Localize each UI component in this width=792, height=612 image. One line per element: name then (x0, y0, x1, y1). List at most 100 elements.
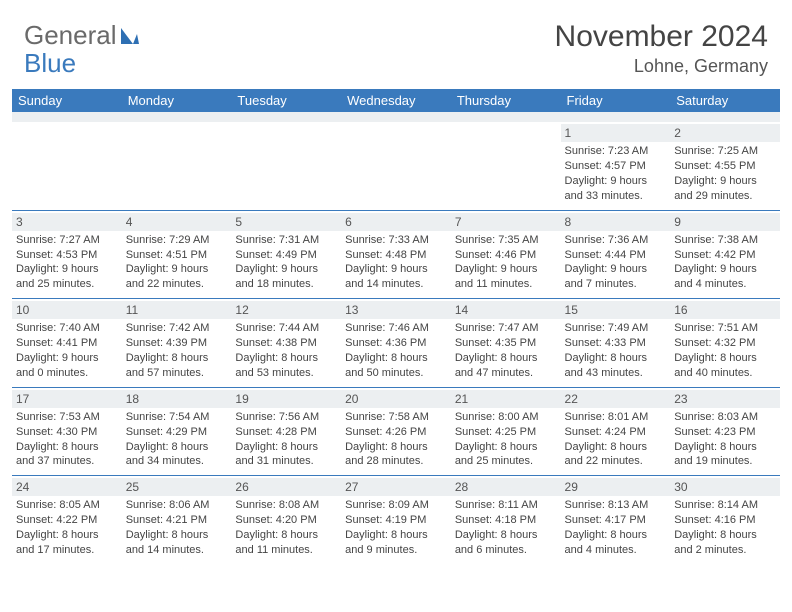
day-cell: 21Sunrise: 8:00 AMSunset: 4:25 PMDayligh… (451, 387, 561, 476)
day-number: 27 (341, 478, 451, 496)
daylight-text-2: and 34 minutes. (126, 454, 228, 469)
day-number: 25 (122, 478, 232, 496)
sunset-text: Sunset: 4:21 PM (126, 513, 228, 528)
daylight-text-1: Daylight: 8 hours (345, 351, 447, 366)
daylight-text-2: and 0 minutes. (16, 366, 118, 381)
daylight-text-2: and 7 minutes. (565, 277, 667, 292)
sunset-text: Sunset: 4:39 PM (126, 336, 228, 351)
day-cell: 27Sunrise: 8:09 AMSunset: 4:19 PMDayligh… (341, 476, 451, 564)
weekday-header: Friday (561, 89, 671, 112)
daylight-text-1: Daylight: 8 hours (455, 528, 557, 543)
daylight-text-1: Daylight: 8 hours (674, 440, 776, 455)
day-cell (231, 122, 341, 210)
daylight-text-1: Daylight: 9 hours (16, 262, 118, 277)
daylight-text-2: and 31 minutes. (235, 454, 337, 469)
sunset-text: Sunset: 4:16 PM (674, 513, 776, 528)
header: General November 2024 Lohne, Germany (0, 0, 792, 87)
sunset-text: Sunset: 4:24 PM (565, 425, 667, 440)
day-number: 10 (12, 301, 122, 319)
day-cell: 5Sunrise: 7:31 AMSunset: 4:49 PMDaylight… (231, 210, 341, 299)
day-cell: 6Sunrise: 7:33 AMSunset: 4:48 PMDaylight… (341, 210, 451, 299)
daylight-text-2: and 29 minutes. (674, 189, 776, 204)
sunrise-text: Sunrise: 7:54 AM (126, 410, 228, 425)
daylight-text-1: Daylight: 8 hours (126, 351, 228, 366)
week-row: 10Sunrise: 7:40 AMSunset: 4:41 PMDayligh… (12, 299, 780, 388)
weekday-header: Monday (122, 89, 232, 112)
day-cell: 8Sunrise: 7:36 AMSunset: 4:44 PMDaylight… (561, 210, 671, 299)
day-cell: 10Sunrise: 7:40 AMSunset: 4:41 PMDayligh… (12, 299, 122, 388)
day-number: 22 (561, 390, 671, 408)
title-block: November 2024 Lohne, Germany (555, 20, 768, 77)
day-number: 6 (341, 213, 451, 231)
day-number: 18 (122, 390, 232, 408)
day-cell: 13Sunrise: 7:46 AMSunset: 4:36 PMDayligh… (341, 299, 451, 388)
daylight-text-2: and 2 minutes. (674, 543, 776, 558)
daylight-text-2: and 11 minutes. (235, 543, 337, 558)
daylight-text-1: Daylight: 9 hours (16, 351, 118, 366)
day-number: 9 (670, 213, 780, 231)
sunrise-text: Sunrise: 7:44 AM (235, 321, 337, 336)
day-number: 7 (451, 213, 561, 231)
sunset-text: Sunset: 4:55 PM (674, 159, 776, 174)
sunset-text: Sunset: 4:32 PM (674, 336, 776, 351)
daylight-text-1: Daylight: 8 hours (16, 528, 118, 543)
sunrise-text: Sunrise: 7:56 AM (235, 410, 337, 425)
day-cell: 19Sunrise: 7:56 AMSunset: 4:28 PMDayligh… (231, 387, 341, 476)
sunset-text: Sunset: 4:48 PM (345, 248, 447, 263)
daylight-text-2: and 47 minutes. (455, 366, 557, 381)
sunset-text: Sunset: 4:25 PM (455, 425, 557, 440)
daylight-text-1: Daylight: 9 hours (345, 262, 447, 277)
daylight-text-1: Daylight: 8 hours (16, 440, 118, 455)
day-cell: 17Sunrise: 7:53 AMSunset: 4:30 PMDayligh… (12, 387, 122, 476)
daylight-text-2: and 37 minutes. (16, 454, 118, 469)
daylight-text-2: and 22 minutes. (126, 277, 228, 292)
daylight-text-2: and 11 minutes. (455, 277, 557, 292)
sunrise-text: Sunrise: 8:13 AM (565, 498, 667, 513)
day-number: 23 (670, 390, 780, 408)
sunrise-text: Sunrise: 7:49 AM (565, 321, 667, 336)
calendar-body: 1Sunrise: 7:23 AMSunset: 4:57 PMDaylight… (12, 112, 780, 564)
sunset-text: Sunset: 4:19 PM (345, 513, 447, 528)
logo-text-1: General (24, 20, 117, 51)
daylight-text-2: and 57 minutes. (126, 366, 228, 381)
daylight-text-2: and 22 minutes. (565, 454, 667, 469)
day-number: 26 (231, 478, 341, 496)
sunrise-text: Sunrise: 7:31 AM (235, 233, 337, 248)
logo: General (24, 20, 143, 51)
sunrise-text: Sunrise: 8:14 AM (674, 498, 776, 513)
day-number: 8 (561, 213, 671, 231)
week-row: 17Sunrise: 7:53 AMSunset: 4:30 PMDayligh… (12, 387, 780, 476)
daylight-text-2: and 17 minutes. (16, 543, 118, 558)
day-cell: 18Sunrise: 7:54 AMSunset: 4:29 PMDayligh… (122, 387, 232, 476)
sunset-text: Sunset: 4:23 PM (674, 425, 776, 440)
day-number: 20 (341, 390, 451, 408)
sunrise-text: Sunrise: 7:53 AM (16, 410, 118, 425)
daylight-text-1: Daylight: 9 hours (674, 262, 776, 277)
logo-sail-icon (119, 26, 141, 46)
weekday-header-row: Sunday Monday Tuesday Wednesday Thursday… (12, 89, 780, 112)
sunrise-text: Sunrise: 7:35 AM (455, 233, 557, 248)
day-cell: 4Sunrise: 7:29 AMSunset: 4:51 PMDaylight… (122, 210, 232, 299)
sunrise-text: Sunrise: 8:09 AM (345, 498, 447, 513)
sunset-text: Sunset: 4:28 PM (235, 425, 337, 440)
weekday-header: Saturday (670, 89, 780, 112)
day-number: 14 (451, 301, 561, 319)
day-cell (12, 122, 122, 210)
daylight-text-1: Daylight: 8 hours (674, 528, 776, 543)
day-cell: 20Sunrise: 7:58 AMSunset: 4:26 PMDayligh… (341, 387, 451, 476)
sunset-text: Sunset: 4:20 PM (235, 513, 337, 528)
day-number: 30 (670, 478, 780, 496)
calendar-table: Sunday Monday Tuesday Wednesday Thursday… (12, 89, 780, 564)
day-cell: 29Sunrise: 8:13 AMSunset: 4:17 PMDayligh… (561, 476, 671, 564)
sunset-text: Sunset: 4:35 PM (455, 336, 557, 351)
daylight-text-1: Daylight: 8 hours (565, 528, 667, 543)
day-cell: 26Sunrise: 8:08 AMSunset: 4:20 PMDayligh… (231, 476, 341, 564)
day-cell: 28Sunrise: 8:11 AMSunset: 4:18 PMDayligh… (451, 476, 561, 564)
daylight-text-1: Daylight: 8 hours (235, 351, 337, 366)
sunrise-text: Sunrise: 7:36 AM (565, 233, 667, 248)
week-row: 24Sunrise: 8:05 AMSunset: 4:22 PMDayligh… (12, 476, 780, 564)
weekday-header: Sunday (12, 89, 122, 112)
sunrise-text: Sunrise: 8:08 AM (235, 498, 337, 513)
day-number: 3 (12, 213, 122, 231)
day-cell (451, 122, 561, 210)
